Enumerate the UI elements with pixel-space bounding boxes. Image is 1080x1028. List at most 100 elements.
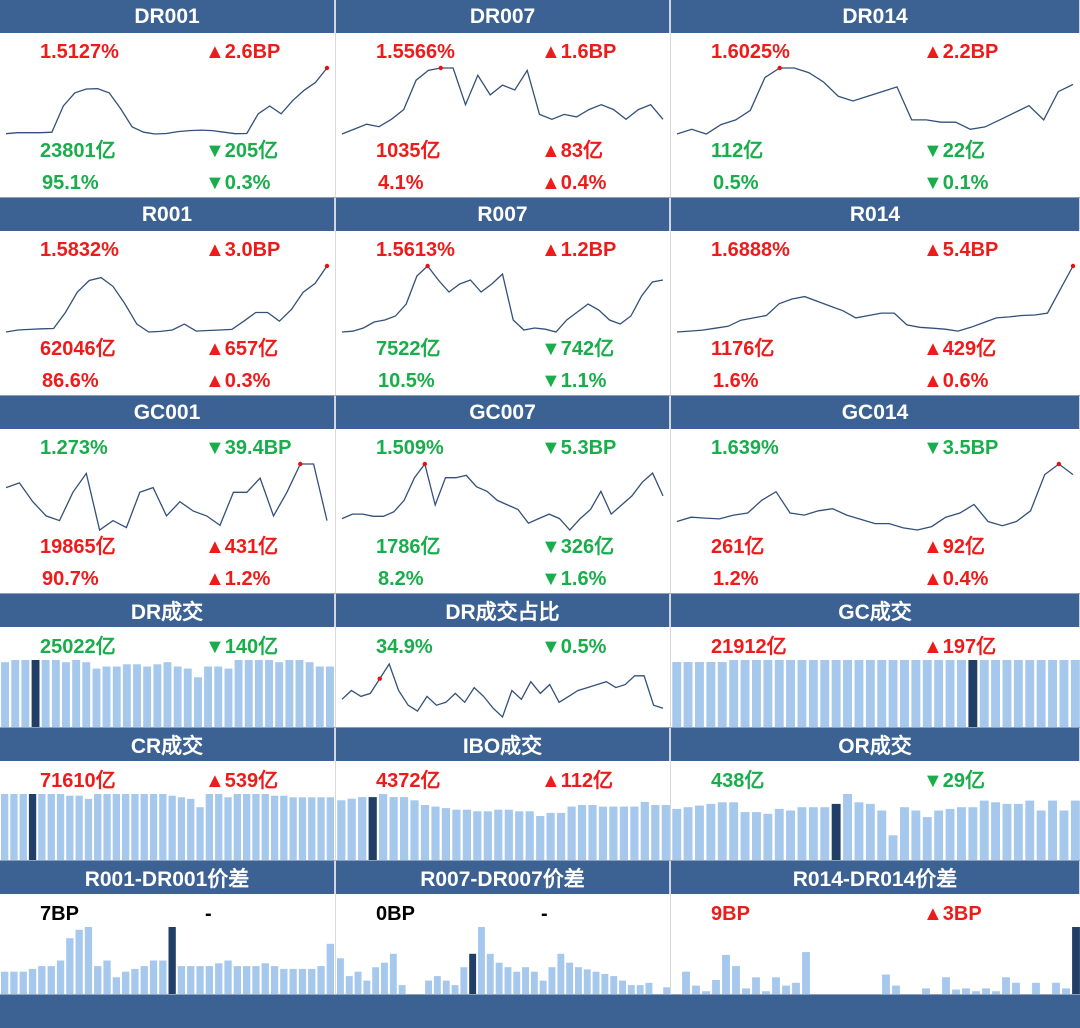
panel-16-bar bbox=[363, 980, 371, 994]
panel-11-change: ▲197亿 bbox=[923, 636, 997, 658]
panel-10-title: DR成交占比 bbox=[336, 594, 670, 627]
panel-0-rate-change: ▲2.6BP bbox=[205, 41, 281, 63]
panel-13-bar bbox=[441, 808, 450, 860]
panel-17-bar bbox=[742, 988, 750, 994]
panel-1-share: 4.1% bbox=[378, 172, 424, 194]
panel-16-bar bbox=[663, 987, 671, 994]
panel-15-bar bbox=[84, 927, 93, 994]
panel-16-change: - bbox=[541, 903, 548, 925]
panel-13-bar bbox=[567, 806, 576, 860]
panel-14-bar bbox=[717, 802, 727, 860]
panel-5: R014 1.6888% ▲5.4BP 1176亿 ▲429亿 1.6% ▲0.6% bbox=[670, 198, 1080, 396]
panel-9-bar bbox=[92, 668, 101, 727]
panel-13-bar bbox=[337, 800, 346, 860]
panel-9-bar bbox=[133, 664, 141, 727]
panel-13-bar bbox=[598, 806, 608, 860]
panel-5-latest-point bbox=[1070, 263, 1076, 269]
panel-17-bar bbox=[942, 977, 950, 994]
panel-9-bar bbox=[41, 660, 50, 727]
panel-17-bar bbox=[922, 988, 930, 994]
panel-16-bar bbox=[398, 985, 406, 994]
panel-11-bar bbox=[797, 660, 807, 727]
panel-3-line bbox=[5, 265, 328, 333]
panel-12-bar bbox=[56, 794, 65, 860]
panel-13-bar bbox=[410, 800, 419, 860]
panel-6-line bbox=[5, 463, 328, 532]
panel-13-bar bbox=[557, 812, 566, 860]
panel-15-title: R001-DR001价差 bbox=[0, 861, 335, 894]
panel-6-latest-point bbox=[298, 461, 303, 467]
panel-11-bar bbox=[729, 660, 739, 727]
panel-15-change: - bbox=[205, 903, 212, 925]
panel-17-bar bbox=[882, 974, 890, 994]
panel-13-bar bbox=[368, 797, 377, 860]
panel-0-rate: 1.5127% bbox=[40, 41, 119, 63]
panel-11-bar bbox=[1002, 660, 1012, 727]
panel-15-bar bbox=[28, 968, 37, 994]
panel-1-volume-change: ▲83亿 bbox=[541, 140, 604, 162]
panel-12-bar bbox=[308, 797, 316, 860]
panel-8-rate-change: ▼3.5BP bbox=[923, 437, 999, 459]
panel-15-bar bbox=[308, 968, 316, 994]
panel-9-bar bbox=[143, 666, 152, 727]
panel-17-bar bbox=[1032, 982, 1040, 994]
panel-5-title: R014 bbox=[671, 198, 1080, 231]
panel-5-volume-change: ▲429亿 bbox=[923, 338, 997, 360]
panel-12-value: 71610亿 bbox=[40, 770, 116, 792]
panel-17-bar bbox=[762, 991, 770, 994]
panel-13-bar bbox=[494, 809, 503, 860]
panel-12-chart bbox=[1, 794, 334, 860]
panel-6-rate-change: ▼39.4BP bbox=[205, 437, 292, 459]
panel-13-bar bbox=[536, 816, 545, 860]
panel-13-bar bbox=[358, 797, 367, 860]
panel-9-change: ▼140亿 bbox=[205, 636, 279, 658]
panel-7-latest-point bbox=[422, 461, 428, 467]
panel-14-bar bbox=[911, 810, 921, 860]
panel-11-bar bbox=[808, 660, 818, 727]
panel-5-share: 1.6% bbox=[713, 370, 759, 392]
panel-7-share: 8.2% bbox=[378, 568, 424, 590]
panel-9: DR成交 25022亿 ▼140亿 bbox=[0, 594, 335, 728]
panel-15-bar bbox=[38, 966, 46, 994]
panel-17-bar bbox=[892, 985, 900, 994]
panel-11-bar bbox=[683, 662, 693, 727]
panel-15: R001-DR001价差 7BP - bbox=[0, 861, 335, 995]
panel-12-bar bbox=[289, 797, 297, 860]
panel-14-bar bbox=[740, 812, 750, 860]
panel-15-bar bbox=[252, 966, 260, 994]
panel-2-volume-change: ▼22亿 bbox=[923, 140, 986, 162]
panel-17-bar bbox=[992, 991, 1000, 994]
panel-4: R007 1.5613% ▲1.2BP 7522亿 ▼742亿 10.5% ▼1.1% bbox=[335, 198, 670, 396]
panel-11-bar bbox=[1013, 660, 1023, 727]
panel-3-volume: 62046亿 bbox=[40, 338, 116, 360]
panel-17-bar bbox=[772, 977, 780, 994]
panel-10-value: 34.9% bbox=[376, 636, 433, 658]
panel-9-bar bbox=[21, 660, 30, 727]
panel-15-bar bbox=[298, 968, 307, 994]
panel-17-bar bbox=[1062, 988, 1070, 994]
panel-15-bar bbox=[159, 960, 167, 994]
panel-13-bar bbox=[661, 805, 670, 860]
panel-11-bar bbox=[1036, 660, 1046, 727]
panel-4-rate-change: ▲1.2BP bbox=[541, 239, 617, 261]
panel-13-bar bbox=[420, 805, 430, 860]
panel-15-bar bbox=[224, 960, 232, 994]
panel-12-bar bbox=[243, 794, 251, 860]
panel-11-bar bbox=[991, 660, 1000, 727]
panel-9-bar bbox=[214, 666, 223, 727]
panel-15-bar bbox=[140, 966, 148, 994]
panel-12-bar bbox=[298, 797, 307, 860]
panel-9-bar bbox=[305, 662, 314, 727]
panel-10-change: ▼0.5% bbox=[541, 636, 607, 658]
panel-14-bar bbox=[1025, 800, 1035, 860]
panel-14-bar bbox=[865, 803, 875, 860]
panel-5-rate-change: ▲5.4BP bbox=[923, 239, 999, 261]
panel-7-chart bbox=[341, 461, 664, 531]
panel-6-chart bbox=[5, 461, 328, 532]
panel-9-bar bbox=[31, 660, 40, 727]
panel-14-bar bbox=[957, 807, 966, 860]
panel-12-bar bbox=[112, 794, 120, 860]
panel-17-change: ▲3BP bbox=[923, 903, 982, 925]
panel-9-bar bbox=[265, 660, 273, 727]
panel-14-bar bbox=[706, 803, 716, 860]
